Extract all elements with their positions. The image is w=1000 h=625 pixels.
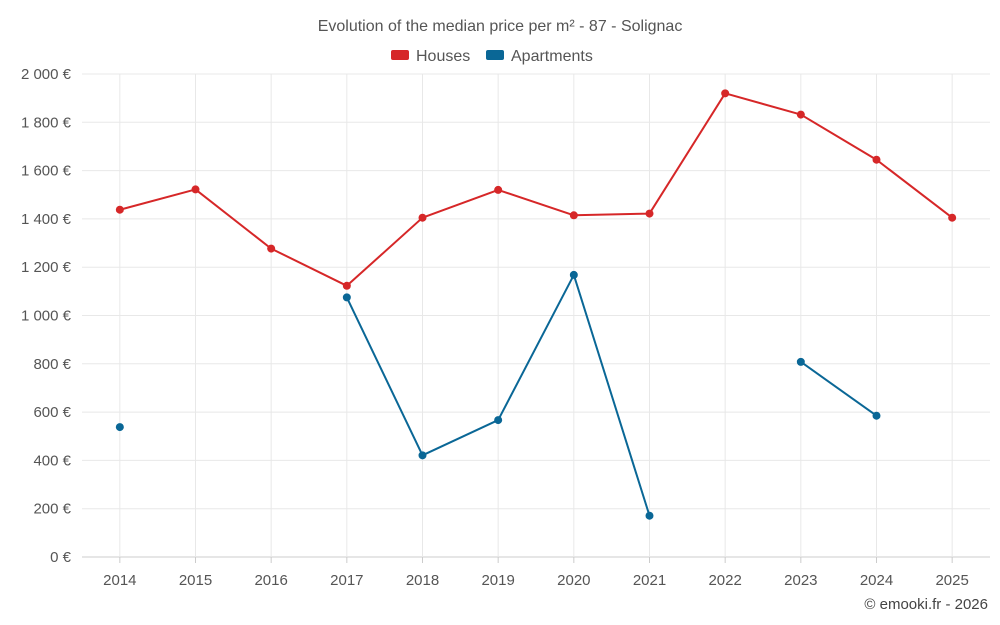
y-tick-label: 1 600 € (21, 163, 72, 180)
x-axis-ticks: 2014 2015 2016 2017 2018 2019 2020 2021 2022 2023… (103, 557, 969, 589)
data-point-houses-2023[interactable] (796, 110, 805, 119)
x-tick-label: 2014 (103, 572, 136, 589)
legend-houses-label: Houses (416, 48, 470, 65)
data-point-apartments-2014[interactable] (115, 423, 124, 432)
y-tick-label: 400 € (33, 452, 71, 469)
data-point-houses-2020[interactable] (569, 211, 578, 220)
data-point-houses-2017[interactable] (342, 281, 351, 290)
chart-title: Evolution of the median price per m² - 8… (318, 18, 683, 35)
y-tick-label: 200 € (33, 501, 71, 518)
data-point-houses-2019[interactable] (494, 185, 503, 194)
legend-apartments-label: Apartments (511, 48, 593, 65)
series-line-houses (119, 92, 953, 287)
data-point-apartments-2020[interactable] (569, 270, 578, 279)
data-point-houses-2014[interactable] (115, 205, 124, 214)
credit: © emooki.fr - 2026 (864, 596, 988, 613)
data-point-apartments-2018[interactable] (418, 451, 427, 460)
y-tick-label: 800 € (33, 356, 71, 373)
x-tick-label: 2016 (254, 572, 287, 589)
data-point-houses-2016[interactable] (267, 244, 276, 253)
data-point-houses-2015[interactable] (191, 185, 200, 194)
y-tick-label: 1 000 € (21, 308, 72, 325)
y-tick-label: 600 € (33, 404, 71, 421)
y-tick-label: 1 200 € (21, 259, 72, 276)
y-tick-label: 2 000 € (21, 66, 72, 83)
data-point-apartments-2021[interactable] (645, 511, 654, 520)
x-tick-label: 2023 (784, 572, 817, 589)
x-tick-label: 2015 (179, 572, 212, 589)
data-point-apartments-2019[interactable] (494, 416, 503, 425)
x-tick-label: 2017 (330, 572, 363, 589)
legend-apartments-swatch (486, 50, 504, 60)
x-tick-label: 2020 (557, 572, 590, 589)
data-point-houses-2018[interactable] (418, 213, 427, 222)
series-houses (115, 89, 957, 290)
y-tick-label: 0 € (50, 549, 72, 566)
data-point-houses-2022[interactable] (721, 89, 730, 98)
x-tick-label: 2019 (481, 572, 514, 589)
y-tick-label: 1 400 € (21, 211, 72, 228)
x-tick-label: 2024 (860, 572, 893, 589)
grid (82, 73, 990, 558)
series-line-apartments (800, 361, 878, 417)
x-tick-label: 2025 (935, 572, 968, 589)
data-point-houses-2024[interactable] (872, 155, 881, 164)
legend-item-houses[interactable]: Houses (391, 48, 470, 65)
x-tick-label: 2022 (708, 572, 741, 589)
data-point-houses-2025[interactable] (948, 213, 957, 222)
x-tick-label: 2018 (406, 572, 439, 589)
x-tick-label: 2021 (633, 572, 666, 589)
data-point-apartments-2017[interactable] (342, 293, 351, 302)
series-apartments (115, 270, 881, 520)
legend-item-apartments[interactable]: Apartments (486, 48, 593, 65)
series (115, 89, 957, 520)
legend: Houses Apartments (391, 48, 593, 65)
data-point-apartments-2023[interactable] (796, 357, 805, 366)
data-point-houses-2021[interactable] (645, 209, 654, 218)
legend-houses-swatch (391, 50, 409, 60)
data-point-apartments-2024[interactable] (872, 411, 881, 420)
y-axis-ticks: 0 € 200 € 400 € 600 € 800 € 1 000 € 1 200 € 1 4… (21, 66, 72, 566)
y-tick-label: 1 800 € (21, 114, 72, 131)
